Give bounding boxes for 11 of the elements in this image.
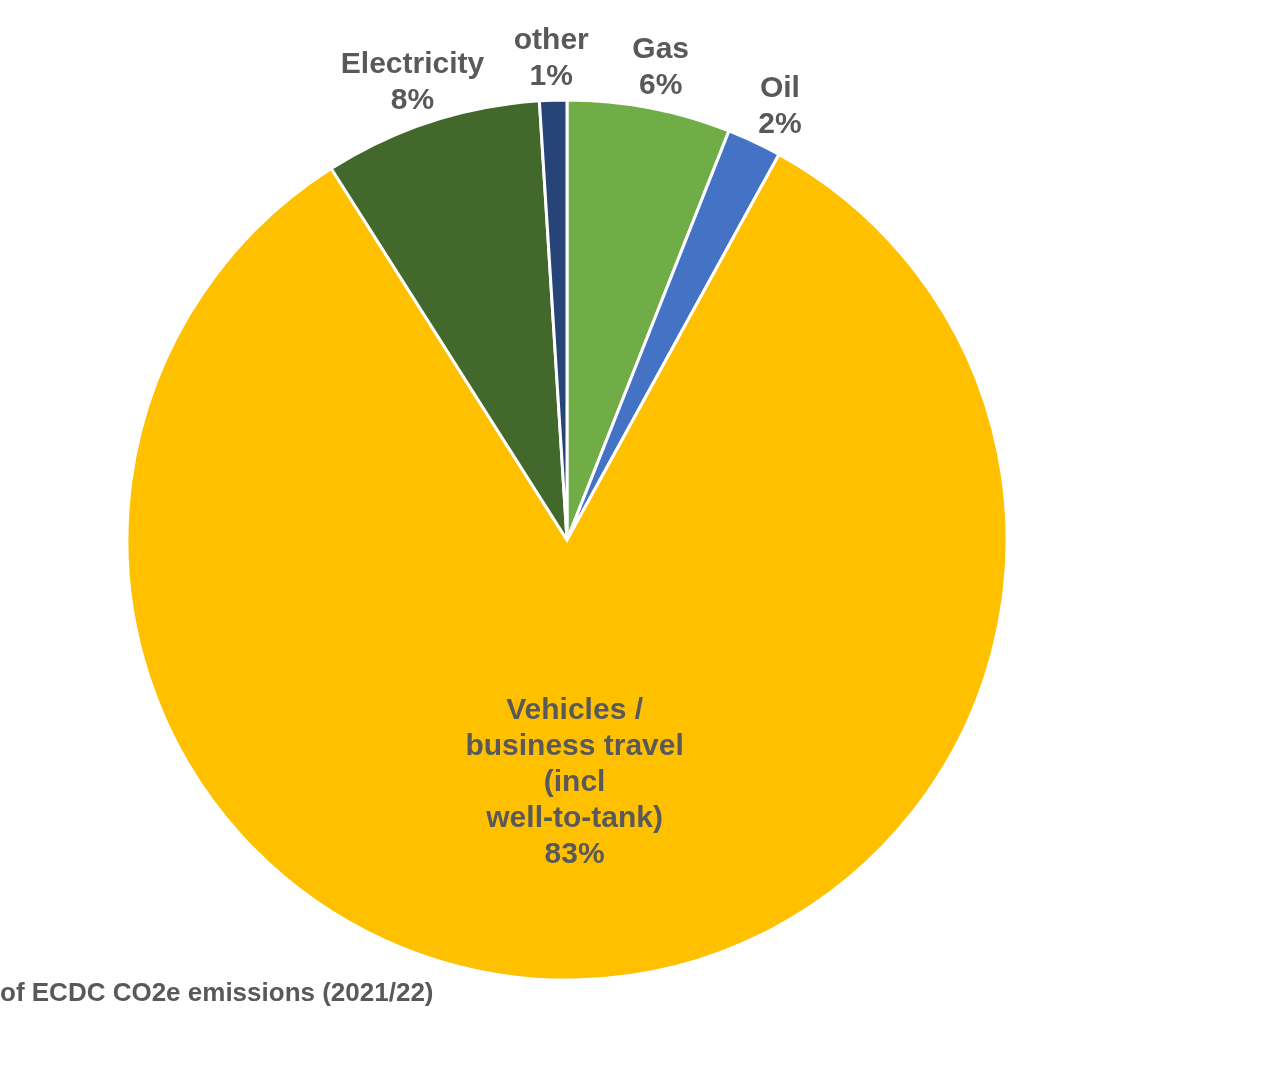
data-label: 6% [639, 66, 683, 100]
data-label: 1% [529, 58, 573, 92]
slice-label: Electricity [340, 46, 485, 80]
data-label: 83% [544, 835, 605, 869]
data-label: 2% [758, 105, 802, 139]
data-label: 8% [390, 82, 435, 116]
slice-label: Vehicles / business travel (incl well-to-tank) [465, 691, 684, 833]
text: of ECDC CO2e emissions (2021/22) [0, 977, 434, 1007]
slice-label: other [513, 22, 590, 56]
slice-label: Oil [759, 69, 800, 103]
slice-label: Gas [632, 30, 690, 64]
